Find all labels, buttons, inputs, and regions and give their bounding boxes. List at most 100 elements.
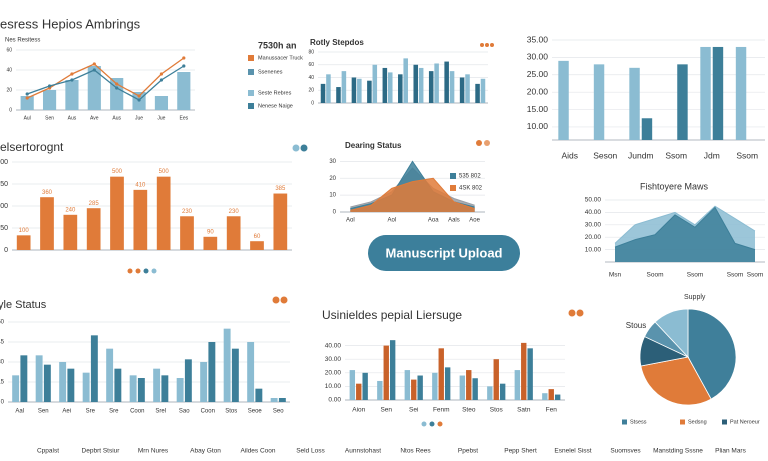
x-tick-label: Stos: [490, 407, 504, 414]
dot: [143, 268, 149, 274]
dot: [421, 421, 427, 427]
footer-header: Aildes Coon: [240, 448, 275, 455]
legend-label: Pat Neroeur: [730, 419, 760, 425]
footer-header: Seld Loss: [296, 448, 325, 455]
chart-title: Fishtoyere Maws: [640, 181, 709, 191]
footer-header: Ppebst: [458, 448, 478, 455]
bar: [466, 370, 472, 400]
bar: [67, 368, 75, 402]
legend-label: Ssenenes: [258, 69, 283, 75]
data-label: 410: [135, 182, 146, 188]
x-tick-label: Aion: [352, 407, 365, 414]
y-tick-label: 0: [1, 400, 5, 406]
dot: [280, 296, 288, 304]
x-tick-label: Seo: [273, 409, 284, 415]
bar: [449, 71, 455, 103]
bar: [255, 388, 263, 402]
upload-button[interactable]: Manuscript Upload: [368, 235, 520, 271]
dot: [151, 268, 157, 274]
bar: [16, 235, 31, 250]
area-line: [614, 205, 756, 244]
x-tick-label: Sen: [380, 407, 392, 414]
y-tick-label: 40: [308, 75, 314, 81]
data-label: 500: [112, 169, 123, 175]
bar: [487, 386, 493, 400]
dot: [476, 140, 482, 146]
legend-label: 4SK 802: [459, 186, 483, 192]
line-point: [115, 86, 119, 90]
x-tick-label: Jue: [135, 115, 143, 121]
bar: [278, 398, 286, 402]
bar: [472, 378, 478, 400]
bar: [554, 394, 561, 400]
line-point: [137, 98, 141, 102]
bar: [180, 216, 194, 250]
bar: [362, 372, 368, 400]
x-tick-label: Sen: [45, 115, 54, 121]
data-label: 100: [19, 228, 30, 234]
footer-header: Mrn Nures: [138, 448, 169, 455]
y-tick-label: 600: [0, 159, 8, 166]
y-tick-label: 30: [0, 360, 5, 366]
bar: [154, 96, 169, 110]
bar: [153, 368, 161, 402]
legend-title: 7530h an: [258, 40, 297, 50]
y-tick-label: 300: [0, 203, 8, 210]
bar: [499, 383, 506, 400]
button-label[interactable]: Manuscript Upload: [385, 245, 502, 260]
y-tick-label: 20.00: [527, 86, 549, 96]
x-tick-label: Seoe: [248, 409, 263, 415]
x-tick-label: Ssom: [727, 272, 744, 279]
line-point: [137, 94, 141, 98]
y-tick-label: 20: [6, 87, 12, 93]
y-tick-label: 15.00: [527, 104, 549, 114]
dot: [437, 421, 443, 427]
bar: [712, 46, 724, 140]
bar: [493, 359, 499, 400]
y-tick-label: 450: [0, 181, 8, 188]
y-tick-label: 30.00: [585, 222, 602, 229]
bar: [542, 393, 548, 400]
bar: [208, 342, 216, 402]
bar: [133, 189, 148, 250]
bar: [465, 74, 470, 103]
data-label: 360: [42, 190, 53, 196]
x-tick-label: Msn: [609, 272, 622, 279]
x-tick-label: Aei: [62, 409, 71, 415]
area-fill: [350, 178, 475, 212]
footer-header: Plian Mars: [715, 448, 746, 455]
bar: [593, 64, 605, 140]
line-point: [159, 72, 164, 76]
legend-swatch: [248, 69, 254, 75]
bar: [438, 348, 444, 400]
legend-swatch: [450, 185, 456, 191]
dot: [429, 421, 435, 427]
bar: [349, 370, 356, 400]
dot: [490, 43, 494, 47]
bar: [432, 372, 438, 400]
legend-label: Sedsng: [688, 419, 707, 425]
bar: [223, 328, 231, 402]
y-tick-label: 35.00: [527, 34, 549, 44]
bar: [413, 64, 419, 103]
bar: [43, 364, 51, 402]
y-tick-label: 25.00: [527, 69, 549, 79]
bar: [558, 60, 569, 140]
x-tick-label: Aul: [24, 115, 31, 121]
button-shape[interactable]: [368, 235, 520, 271]
dot: [576, 309, 584, 317]
y-tick-label: 40: [6, 67, 12, 73]
footer-header: Depbrt Stsiur: [82, 448, 121, 455]
bar: [629, 67, 640, 140]
dot: [272, 296, 280, 304]
x-tick-label: Sei: [409, 407, 418, 414]
bar: [700, 46, 711, 140]
x-tick-label: Sre: [109, 409, 119, 415]
y-tick-label: 40.00: [585, 209, 602, 216]
x-tick-label: Ave: [90, 115, 99, 121]
x-tick-label: Jundm: [628, 150, 654, 160]
data-label: 240: [65, 207, 76, 213]
bar: [176, 378, 184, 402]
bar: [341, 71, 347, 103]
